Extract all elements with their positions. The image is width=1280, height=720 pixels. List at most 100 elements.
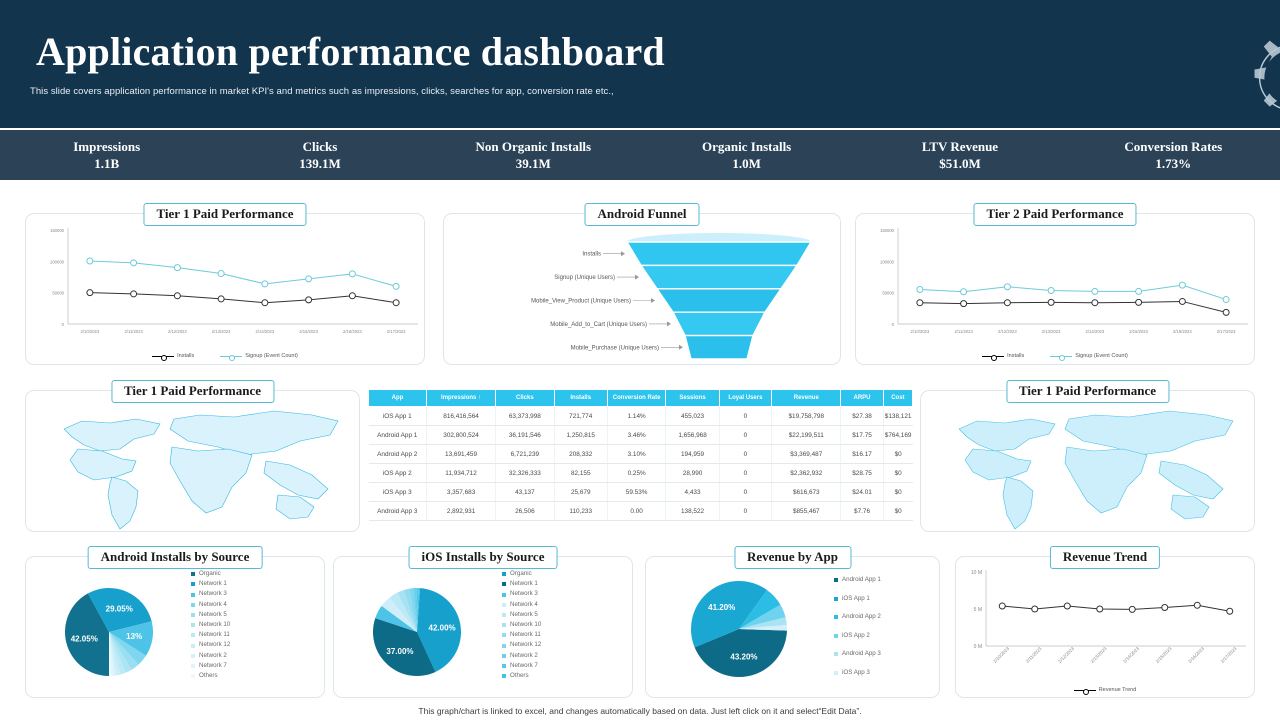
svg-text:2/16/2023: 2/16/2023 — [1187, 646, 1205, 664]
table-column-header[interactable]: Clicks — [495, 389, 555, 407]
panel-title: Revenue by App — [733, 546, 852, 569]
legend-label: iOS App 1 — [842, 594, 870, 602]
legend-label: Network 7 — [510, 661, 538, 669]
table-cell: $2,362,932 — [771, 463, 842, 483]
svg-text:2/14/2023: 2/14/2023 — [1086, 329, 1105, 334]
legend-line-icon — [982, 354, 1005, 361]
svg-text:2/14/2023: 2/14/2023 — [1122, 646, 1140, 664]
svg-text:2/11/2023: 2/11/2023 — [1025, 646, 1043, 664]
table-row[interactable]: iOS App 1 816,416,564 63,373,998 721,774 1.1… — [368, 406, 913, 426]
legend-label: Others — [199, 672, 218, 680]
svg-text:42.05%: 42.05% — [71, 634, 98, 643]
legend-item: Others — [502, 671, 541, 681]
legend-label: Android App 3 — [842, 650, 881, 657]
legend-item: Network 7 — [502, 661, 541, 671]
svg-text:50000: 50000 — [52, 291, 64, 296]
app-performance-table[interactable]: App Impressions ↑ Clicks Installs Conversion… — [367, 389, 914, 521]
table-row[interactable]: iOS App 2 11,934,712 32,326,333 82,155 0.25%… — [368, 463, 913, 483]
table-cell: 455,023 — [665, 406, 720, 426]
table-row[interactable]: Android App 1 302,800,524 36,191,546 1,250,… — [368, 425, 913, 445]
legend-swatch-icon — [502, 633, 506, 638]
svg-text:2/17/2023: 2/17/2023 — [1217, 329, 1236, 334]
legend-swatch-icon — [191, 592, 195, 597]
panel-tier1-map-right: Tier 1 Paid Performance — [920, 380, 1255, 532]
legend-swatch-icon — [502, 572, 506, 577]
table-column-header[interactable]: Cost — [882, 389, 914, 407]
legend-item: Android App 1 — [834, 571, 881, 590]
table-row[interactable]: iOS App 3 3,357,683 43,137 25,679 59.53% 4,43… — [368, 482, 913, 502]
svg-text:0: 0 — [892, 322, 895, 327]
table-column-header[interactable]: Impressions ↑ — [426, 389, 497, 407]
kpi-strip: Impressions 1.1B Clicks 139.1M Non Organ… — [0, 130, 1280, 180]
legend-label: Network 11 — [199, 631, 230, 639]
table-cell: $19,758,798 — [771, 406, 842, 426]
kpi-label: Impressions — [73, 139, 141, 154]
ios-pie-chart: 42.00% 37.00% — [373, 588, 461, 676]
legend-item: Network 12 — [502, 640, 541, 650]
kpi-value: 39.1M — [515, 156, 551, 171]
kpi-value: $51.0M — [939, 156, 981, 171]
legend-swatch-icon — [502, 592, 506, 597]
legend-swatch-icon — [191, 623, 195, 628]
legend-label: Organic — [510, 570, 532, 577]
legend-label: Network 3 — [199, 590, 227, 598]
svg-text:50000: 50000 — [882, 291, 894, 296]
table-column-header[interactable]: ARPU — [840, 389, 884, 407]
kpi-label: Organic Installs — [702, 139, 792, 154]
table-cell: 36,191,546 — [495, 425, 555, 445]
kpi-clicks: Clicks 139.1M — [213, 130, 426, 180]
legend-swatch-icon — [834, 578, 838, 583]
svg-text:2/10/2023: 2/10/2023 — [81, 329, 100, 334]
panel-android-installs-by-source: Android Installs by Source 42.05% 29.05% 1… — [25, 546, 325, 698]
legend-label: Network 4 — [199, 600, 227, 608]
panel-revenue-trend: Revenue Trend 0 M 5 M 10 M 2/10/2023 2/11/20… — [955, 546, 1255, 698]
table-column-header[interactable]: Sessions — [665, 389, 720, 407]
panel-title: Revenue Trend — [1049, 546, 1161, 569]
table-cell: 4,433 — [665, 482, 720, 502]
table-column-header[interactable]: Installs — [553, 389, 608, 407]
legend-swatch-icon — [191, 663, 195, 668]
svg-text:43.20%: 43.20% — [730, 652, 757, 661]
svg-text:2/15/2023: 2/15/2023 — [299, 329, 318, 334]
table-cell: 816,416,564 — [426, 406, 497, 426]
table-cell: 0.25% — [607, 463, 667, 483]
table-cell: $28.75 — [840, 463, 884, 483]
legend-item: Network 10 — [502, 620, 541, 630]
legend-label: Revenue Trend — [1098, 687, 1137, 693]
page-header: Application performance dashboard This s… — [0, 0, 1280, 128]
ios-pie-legend: Organic Network 1 Network 3 Network 4 Networ… — [502, 569, 541, 681]
table-cell: 11,934,712 — [426, 463, 497, 483]
table-column-header[interactable]: Revenue — [771, 389, 842, 407]
legend-label: Network 5 — [510, 610, 538, 618]
table-row[interactable]: Android App 3 2,892,931 26,506 110,233 0.00 1… — [368, 501, 913, 521]
kpi-organic-installs: Organic Installs 1.0M — [640, 130, 853, 180]
table-column-header[interactable]: Conversion Rate — [606, 389, 667, 407]
panel-title: Android Installs by Source — [87, 546, 263, 569]
table-column-header[interactable]: Loyal Users — [718, 389, 773, 407]
legend-item: iOS App 1 — [834, 590, 881, 609]
legend-label: Network 5 — [199, 610, 227, 618]
table-cell: 0 — [719, 444, 773, 464]
legend-label: Network 7 — [199, 661, 227, 669]
legend-label: Network 1 — [199, 580, 227, 588]
table-column-header[interactable]: App — [367, 389, 428, 407]
legend-item: Network 7 — [191, 661, 230, 671]
revenue-pie-chart: 43.20% 41.20% — [691, 581, 787, 677]
legend-label: Network 11 — [510, 631, 541, 639]
kpi-conversion-rates: Conversion Rates 1.73% — [1067, 130, 1280, 180]
panel-tier2-paid-performance-line: Tier 2 Paid Performance 0 50000 100000 1500… — [855, 203, 1255, 365]
svg-text:0: 0 — [62, 322, 65, 327]
kpi-label: LTV Revenue — [921, 139, 999, 154]
table-cell: 59.53% — [607, 482, 667, 502]
svg-text:2/11/2023: 2/11/2023 — [954, 329, 973, 334]
page-title: Application performance dashboard — [36, 29, 665, 74]
svg-text:Installs: Installs — [582, 252, 601, 258]
kpi-value: 1.0M — [732, 156, 761, 171]
legend-label: Android App 1 — [842, 576, 881, 583]
svg-text:2/17/2023: 2/17/2023 — [387, 329, 406, 334]
table-cell: $764,169 — [883, 425, 913, 445]
panel-android-funnel: Android Funnel Installs Signup (Unique Us… — [443, 203, 841, 365]
legend-item: iOS App 3 — [834, 664, 881, 683]
page-subtitle: This slide covers application performanc… — [30, 86, 614, 97]
table-row[interactable]: Android App 2 13,691,459 6,721,239 208,332 3… — [368, 444, 913, 464]
